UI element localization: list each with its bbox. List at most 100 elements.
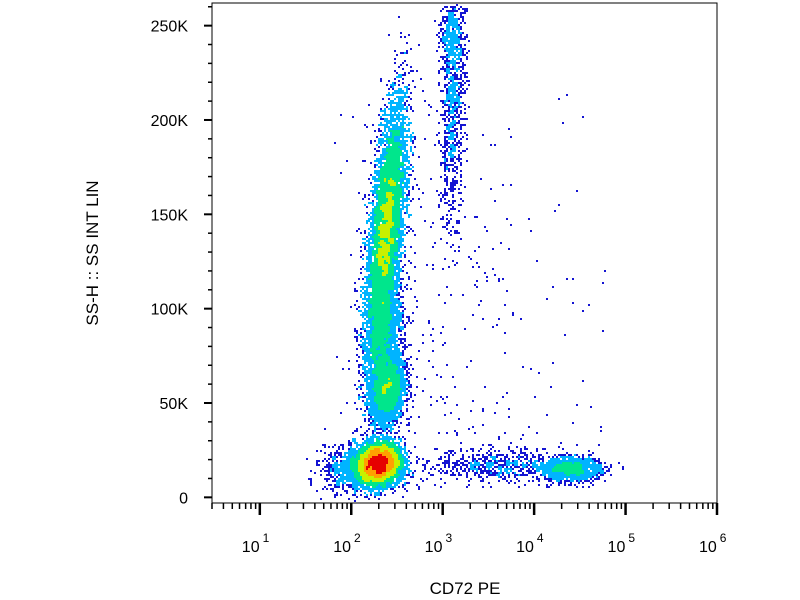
- event-dot: [374, 358, 376, 360]
- event-dot: [398, 208, 400, 210]
- event-dot: [360, 344, 362, 346]
- event-dot: [452, 244, 454, 246]
- event-dot: [370, 254, 372, 256]
- event-dot: [368, 294, 370, 296]
- event-dot: [498, 436, 500, 438]
- event-dot: [600, 464, 602, 466]
- event-dot: [388, 102, 390, 104]
- event-dot: [460, 102, 462, 104]
- event-dot: [390, 246, 392, 248]
- event-dot: [360, 434, 362, 436]
- event-dot: [368, 396, 370, 398]
- event-dot: [426, 460, 428, 462]
- event-dot: [406, 106, 408, 108]
- event-dot: [414, 86, 416, 88]
- event-dot: [382, 270, 384, 272]
- event-dot: [402, 312, 404, 314]
- event-dot: [382, 460, 384, 462]
- event-dot: [392, 226, 394, 228]
- event-dot: [394, 248, 396, 250]
- event-dot: [404, 368, 406, 370]
- event-dot: [368, 438, 370, 440]
- event-dot: [428, 322, 430, 324]
- event-dot: [384, 204, 386, 206]
- event-dot: [366, 460, 368, 462]
- event-dot: [390, 414, 392, 416]
- event-dot: [354, 288, 356, 290]
- event-dot: [366, 376, 368, 378]
- event-dot: [368, 308, 370, 310]
- event-dot: [366, 454, 368, 456]
- event-dot: [370, 294, 372, 296]
- event-dot: [452, 98, 454, 100]
- event-dot: [384, 296, 386, 298]
- event-dot: [460, 112, 462, 114]
- event-dot: [424, 378, 426, 380]
- event-dot: [374, 424, 376, 426]
- event-dot: [388, 278, 390, 280]
- event-dot: [378, 192, 380, 194]
- event-dot: [378, 138, 380, 140]
- event-dot: [388, 230, 390, 232]
- event-dot: [408, 376, 410, 378]
- event-dot: [446, 126, 448, 128]
- event-dot: [398, 380, 400, 382]
- event-dot: [380, 390, 382, 392]
- event-dot: [404, 86, 406, 88]
- event-dot: [402, 98, 404, 100]
- event-dot: [388, 338, 390, 340]
- event-dot: [540, 466, 542, 468]
- event-dot: [388, 256, 390, 258]
- event-dot: [378, 236, 380, 238]
- event-dot: [356, 354, 358, 356]
- event-dot: [512, 464, 514, 466]
- event-dot: [446, 164, 448, 166]
- event-dot: [392, 290, 394, 292]
- event-dot: [402, 346, 404, 348]
- event-dot: [448, 32, 450, 34]
- event-dot: [390, 412, 392, 414]
- event-dot: [374, 342, 376, 344]
- event-dot: [384, 188, 386, 190]
- event-dot: [448, 62, 450, 64]
- event-dot: [348, 456, 350, 458]
- event-dot: [370, 410, 372, 412]
- event-dot: [370, 142, 372, 144]
- event-dot: [372, 332, 374, 334]
- event-dot: [398, 174, 400, 176]
- event-dot: [366, 398, 368, 400]
- event-dot: [362, 414, 364, 416]
- event-dot: [446, 24, 448, 26]
- event-dot: [406, 64, 408, 66]
- event-dot: [524, 466, 526, 468]
- event-dot: [388, 404, 390, 406]
- event-dot: [374, 384, 376, 386]
- event-dot: [372, 176, 374, 178]
- event-dot: [400, 388, 402, 390]
- event-dot: [550, 462, 552, 464]
- event-dot: [462, 454, 464, 456]
- event-dot: [352, 116, 354, 118]
- event-dot: [390, 178, 392, 180]
- event-dot: [458, 8, 460, 10]
- event-dot: [384, 260, 386, 262]
- event-dot: [400, 118, 402, 120]
- event-dot: [460, 204, 462, 206]
- event-dot: [444, 68, 446, 70]
- event-dot: [402, 400, 404, 402]
- event-dot: [388, 370, 390, 372]
- event-dot: [390, 444, 392, 446]
- event-dot: [390, 356, 392, 358]
- event-dot: [370, 418, 372, 420]
- event-dot: [382, 406, 384, 408]
- event-dot: [450, 20, 452, 22]
- event-dot: [382, 152, 384, 154]
- event-dot: [396, 462, 398, 464]
- event-dot: [400, 260, 402, 262]
- event-dot: [390, 86, 392, 88]
- event-dot: [390, 458, 392, 460]
- event-dot: [512, 460, 514, 462]
- event-dot: [348, 448, 350, 450]
- event-dot: [382, 268, 384, 270]
- event-dot: [390, 260, 392, 262]
